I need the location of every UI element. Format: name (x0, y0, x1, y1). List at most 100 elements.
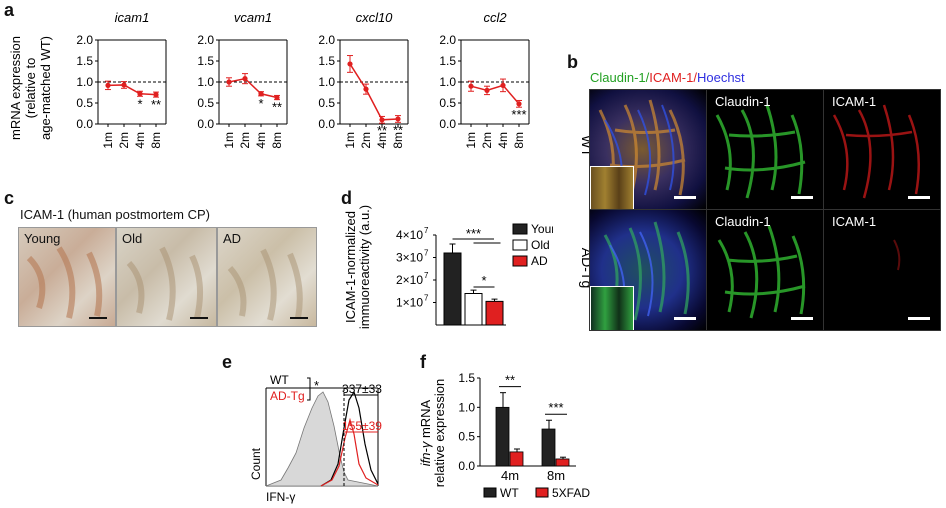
label-icam-wt: ICAM-1 (832, 94, 877, 109)
scale-bar (290, 317, 308, 319)
x-tick-label: 2m (238, 132, 252, 149)
y-tick-label: 2.0 (197, 33, 214, 47)
data-point (226, 79, 232, 85)
y-tick-label: 0.0 (458, 459, 475, 473)
y-tick-exponent: 7 (424, 271, 429, 280)
significance-marker: ** (393, 122, 403, 137)
y-tick-label: 1.5 (458, 371, 475, 385)
x-tick-label-group: 8m (512, 132, 526, 149)
y-tick-exponent: 7 (424, 294, 429, 303)
significance-marker: ** (377, 123, 387, 138)
y-tick-label: 0.5 (318, 96, 335, 110)
data-point (484, 87, 490, 93)
x-axis-label: IFN-γ (266, 490, 295, 504)
line-chart-ccl2: ccl2 0.0 0.5 1.0 1.5 2.0 1m 2m 4m 8m *** (439, 10, 530, 149)
isotype-histogram (265, 391, 379, 487)
panel-f-ylabel-line2: relative expression (432, 379, 447, 487)
ihc-texture-ad (227, 248, 303, 321)
series-line-icam1 (107, 84, 157, 96)
x-tick-label-group: 2m (480, 132, 494, 149)
significance-marker: ** (505, 373, 515, 388)
x-tick-label: 2m (480, 132, 494, 149)
row-label-wt: WT (579, 135, 590, 157)
y-tick-label: 3×10 (396, 251, 423, 265)
y-tick-label: 1×10 (396, 296, 423, 310)
bar-young (443, 252, 462, 326)
ihc-texture-young (26, 246, 103, 319)
y-tick-label: 0.0 (439, 117, 456, 131)
data-point (379, 117, 385, 123)
y-tick-label: 0.5 (197, 96, 214, 110)
significance-marker: ** (151, 97, 161, 112)
inset-wt-merge (590, 166, 634, 209)
title-icam: ICAM-1 (649, 70, 694, 85)
scale-bar (674, 196, 696, 199)
panel-f-ylabel-line1: ifn-γ mRNA (418, 399, 433, 466)
series-line-vcam1 (228, 77, 278, 99)
legend-swatch-ad (512, 255, 528, 267)
panel-d-legend: Young Old AD (512, 222, 553, 268)
x-tick-label-group: 1m (101, 132, 115, 149)
significance-marker: * (314, 378, 319, 393)
panel-d-ylabel-line2: immuoreactivity (a.u.) (357, 205, 372, 329)
scale-bar (89, 317, 107, 319)
y-tick-label: 1.0 (458, 400, 475, 414)
data-point (258, 91, 264, 97)
x-tick-label-group: 8m (270, 132, 284, 149)
title-claudin: Claudin-1 (590, 70, 646, 85)
panel-label-c: c (4, 188, 15, 208)
data-point (516, 101, 522, 107)
data-point (274, 94, 280, 101)
scale-bar (908, 317, 930, 320)
significance-marker: * (137, 96, 142, 111)
panel-label-f: f (420, 352, 426, 372)
y-tick-label: 1.0 (76, 75, 93, 89)
y-tick-label: 4×10 (396, 228, 423, 242)
bar-5xfad-8m (555, 458, 570, 467)
legend-label-wt: WT (500, 486, 519, 500)
panel-f-ylabel-gene: ifn-γ (418, 440, 433, 466)
legend-label-young: Young (531, 222, 553, 236)
y-tick-label: 0.5 (458, 430, 475, 444)
y-tick-label: 1.5 (76, 54, 93, 68)
row-label-adtg: AD-Tg (579, 248, 590, 288)
legend-swatch-old (512, 239, 528, 251)
x-tick-label: 8m (270, 132, 284, 149)
data-point (347, 61, 353, 67)
scale-bar (791, 317, 813, 320)
panel-a-ylabel-line1: mRNA expression (8, 36, 23, 140)
micrograph-texture-adtg-icam (893, 239, 901, 271)
ihc-image-young: Young (18, 227, 116, 327)
data-point (121, 82, 127, 88)
y-tick-label: 0.5 (439, 96, 456, 110)
panel-f-chart: ifn-γ mRNA relative expression 0.0 0.5 1.0… (418, 371, 590, 500)
panel-d-ylabel-line1: ICAM-1-normalized (343, 211, 358, 323)
legend-label-old: Old (531, 238, 550, 252)
panel-c-title: ICAM-1 (human postmortem CP) (20, 207, 210, 222)
x-tick-label: 2m (359, 132, 373, 149)
x-tick-label: 1m (343, 132, 357, 149)
scale-bar (791, 196, 813, 199)
significance-marker: *** (548, 400, 563, 415)
legend-swatch-young (512, 223, 528, 235)
y-tick-label: 1.5 (197, 54, 214, 68)
bar-ad (485, 300, 504, 326)
adtg-histogram (320, 417, 379, 487)
y-tick-label: 1.5 (318, 54, 335, 68)
legend-label-ad: AD (531, 254, 548, 268)
x-tick-label: 4m (254, 132, 268, 149)
label-claudin-wt: Claudin-1 (715, 94, 771, 109)
bar-5xfad-4m (509, 451, 524, 467)
x-tick-label-group: 4m (133, 132, 147, 149)
x-tick-label: 4m (375, 132, 389, 149)
panel-f-plot: 0.0 0.5 1.0 1.5 ** 4m *** 8m WT 5XFAD (458, 371, 590, 500)
scale-bar (908, 196, 930, 199)
panel-label-d: d (341, 188, 352, 208)
panel-b-title: Claudin-1/ICAM-1/Hoechst (590, 70, 745, 85)
x-tick-label-group: 1m (343, 132, 357, 149)
adtg-mfi-value: 155±39 (342, 419, 382, 433)
